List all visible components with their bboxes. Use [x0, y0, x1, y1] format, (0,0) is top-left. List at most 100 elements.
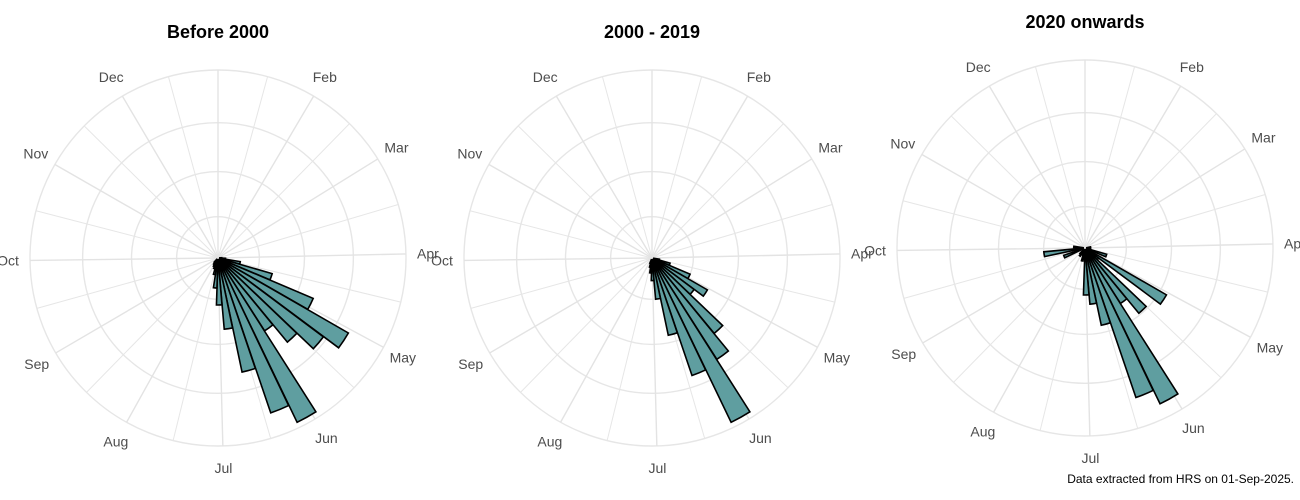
month-label-feb: Feb — [747, 69, 771, 85]
grid-spoke-minor — [1084, 113, 1217, 249]
grid-spoke-minor — [1084, 66, 1136, 249]
grid-spoke-minor — [1084, 194, 1266, 249]
grid-spoke-major — [121, 95, 219, 259]
grid-spoke-major — [559, 257, 653, 423]
grid-spoke-minor — [217, 257, 401, 303]
bar-3-10 — [1084, 248, 1155, 399]
grid-spoke-minor — [1034, 66, 1086, 249]
grid-spoke-minor — [903, 247, 1086, 299]
grid-spoke-major — [488, 163, 653, 259]
grid-spoke-major — [55, 257, 219, 354]
month-label-apr: Apr — [417, 245, 439, 261]
grid-spoke-major — [651, 95, 749, 259]
month-label-aug: Aug — [537, 433, 562, 449]
grid-spoke-minor — [651, 204, 833, 259]
grid-spoke-major — [125, 257, 219, 423]
grid-spoke-minor — [217, 123, 350, 259]
grid-spoke-major — [30, 257, 219, 262]
grid-spoke-minor — [1084, 247, 1268, 293]
month-label-jul: Jul — [648, 460, 666, 476]
grid-spoke-minor — [35, 210, 219, 259]
month-label-dec: Dec — [966, 59, 991, 75]
month-label-apr: Apr — [1284, 235, 1300, 251]
grid-spoke-minor — [902, 200, 1086, 249]
grid-spoke-minor — [520, 257, 653, 393]
month-label-nov: Nov — [890, 136, 915, 152]
grid-spoke-major — [1084, 243, 1273, 249]
grid-spoke-minor — [950, 115, 1086, 249]
grid-spoke-minor — [651, 76, 703, 259]
month-label-sep: Sep — [891, 346, 916, 362]
month-label-sep: Sep — [24, 356, 49, 372]
grid-spoke-major — [54, 163, 219, 259]
month-label-mar: Mar — [818, 139, 842, 155]
bar-3-13 — [1082, 249, 1090, 296]
month-label-dec: Dec — [99, 69, 124, 85]
month-label-jun: Jun — [749, 430, 772, 446]
grid-spoke-major — [555, 95, 653, 259]
grid-spoke-major — [922, 247, 1086, 344]
grid-spoke-minor — [217, 204, 399, 259]
bar-3-21 — [1042, 247, 1085, 258]
month-label-jun: Jun — [1182, 420, 1205, 436]
grid-spoke-minor — [172, 257, 219, 441]
grid-spoke-major — [489, 257, 653, 354]
month-label-jul: Jul — [214, 460, 232, 476]
grid-spoke-major — [897, 247, 1086, 252]
grid-spoke-major — [217, 253, 406, 259]
month-label-aug: Aug — [970, 423, 995, 439]
caption: Data extracted from HRS on 01-Sep-2025. — [1067, 472, 1294, 486]
grid-spoke-minor — [469, 210, 653, 259]
grid-spoke-minor — [953, 247, 1086, 383]
grid-spoke-minor — [651, 257, 835, 303]
bar-1-20 — [212, 258, 218, 264]
month-label-oct: Oct — [431, 253, 453, 269]
grid-spoke-major — [217, 95, 315, 259]
grid-spoke-major — [464, 257, 653, 262]
bar-3-22 — [1072, 245, 1085, 249]
month-label-nov: Nov — [23, 146, 48, 162]
grid-spoke-minor — [517, 125, 653, 259]
month-label-oct: Oct — [0, 253, 19, 269]
grid-spoke-major — [1084, 85, 1182, 249]
grid-spoke-major — [988, 85, 1086, 249]
grid-spoke-minor — [36, 257, 219, 309]
polar-panel-3: Feb Mar Apr May Jun Jul Aug Sep Oct Nov Dec 2020 on… — [864, 12, 1300, 466]
grid-spoke-major — [1084, 247, 1251, 338]
month-label-dec: Dec — [533, 69, 558, 85]
month-label-jun: Jun — [315, 430, 338, 446]
grid-spoke-major — [217, 158, 379, 259]
grid-spoke-major — [651, 158, 813, 259]
month-label-aug: Aug — [103, 433, 128, 449]
month-label-may: May — [824, 350, 850, 366]
panel-title: 2000 - 2019 — [604, 22, 700, 42]
polar-panel-2: Feb Mar Apr May Jun Jul Aug Sep Oct Nov Dec 2000 - … — [431, 22, 873, 476]
grid-spoke-minor — [86, 257, 219, 393]
month-label-feb: Feb — [313, 69, 337, 85]
grid-spoke-minor — [651, 123, 784, 259]
grid-spoke-major — [992, 247, 1086, 413]
bar-2-15 — [648, 258, 653, 265]
month-label-mar: Mar — [1251, 129, 1275, 145]
panel-title: Before 2000 — [167, 22, 269, 42]
grid-spoke-minor — [606, 257, 653, 441]
grid-spoke-major — [651, 253, 840, 259]
panel-title: 2020 onwards — [1025, 12, 1144, 32]
grid-spoke-minor — [167, 76, 219, 259]
bar-3-19 — [1078, 248, 1085, 256]
month-label-sep: Sep — [458, 356, 483, 372]
grid-spoke-major — [921, 153, 1086, 249]
month-label-may: May — [390, 350, 416, 366]
month-label-oct: Oct — [864, 243, 886, 259]
month-label-nov: Nov — [457, 146, 482, 162]
month-label-feb: Feb — [1180, 59, 1204, 75]
grid-spoke-minor — [83, 125, 219, 259]
bar-3-20 — [1062, 247, 1085, 259]
month-label-mar: Mar — [384, 139, 408, 155]
polar-panel-1: Feb Mar Apr May Jun Jul Aug Sep Oct Nov Dec Before … — [0, 22, 439, 476]
grid-spoke-major — [651, 257, 658, 446]
month-label-apr: Apr — [851, 245, 873, 261]
grid-spoke-minor — [601, 76, 653, 259]
month-label-may: May — [1257, 340, 1283, 356]
